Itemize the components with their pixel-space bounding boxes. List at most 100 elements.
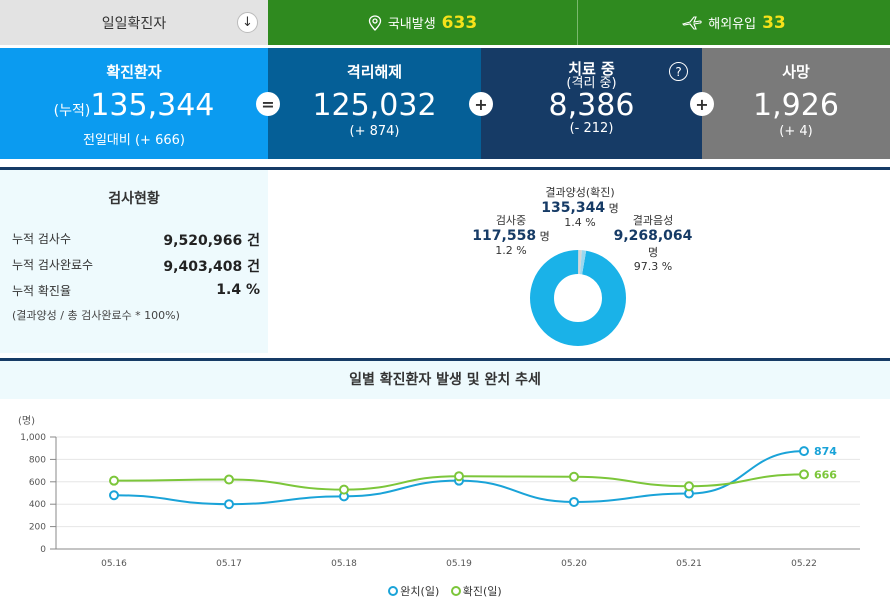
y-tick-label: 400 — [29, 500, 46, 510]
airplane-icon — [682, 15, 702, 30]
test-row-value: 1.4 % — [216, 282, 260, 298]
test-row: 누적 검사완료수 9,403,408 건 — [12, 256, 260, 276]
stat-treating: 치료 중 (격리 중) 8,386 (- 212) ? — [481, 48, 702, 159]
test-row-label: 누적 확진율 — [12, 284, 72, 298]
donut-testing-unit: 명 — [539, 230, 550, 243]
legend-recovered-label: 완치(일) — [400, 585, 440, 598]
y-tick-label: 0 — [40, 545, 46, 555]
legend-confirmed-label: 확진(일) — [462, 585, 502, 598]
stat-confirmed-value: 135,344 — [90, 88, 215, 123]
donut-positive-number: 135,344 — [541, 200, 606, 216]
stat-treating-delta: (- 212) — [569, 121, 614, 136]
x-tick-label: 05.20 — [561, 559, 587, 569]
series-point — [569, 471, 579, 482]
plus-icon: + — [469, 92, 493, 116]
test-status-title: 검사현황 — [108, 191, 160, 207]
donut-label-testing: 검사중 117,558 명 1.2 % — [470, 212, 552, 257]
series-point — [224, 474, 234, 485]
y-axis-unit-label: (명) — [18, 415, 35, 427]
donut-negative-slice — [530, 250, 626, 346]
plus-icon: + — [690, 92, 714, 116]
test-row: 누적 확진율 1.4 % — [12, 282, 260, 299]
test-row-label: 누적 검사수 — [12, 232, 72, 246]
donut-negative-number: 9,268,064 — [613, 228, 693, 244]
stat-treating-value: 8,386 — [548, 88, 635, 123]
map-pin-icon — [368, 14, 381, 31]
x-tick-label: 05.22 — [791, 559, 817, 569]
donut-testing-title: 검사중 — [495, 214, 527, 227]
y-tick-label: 800 — [29, 455, 46, 465]
test-row-value: 9,520,966 건 — [163, 233, 260, 249]
stat-deaths-value: 1,926 — [753, 88, 839, 123]
top-tab-bar: 일일확진자 ↓ 국내발생 633 해외유입 33 — [0, 0, 890, 45]
y-tick-label: 1,000 — [20, 433, 46, 443]
x-tick-label: 05.18 — [331, 559, 357, 569]
test-status-section: 검사현황 누적 검사수 9,520,966 건 누적 검사완료수 9,403,4… — [0, 167, 890, 353]
x-tick-label: 05.16 — [101, 559, 127, 569]
stat-confirmed-prefix: (누적) — [53, 103, 91, 119]
stat-deaths-label: 사망 — [782, 63, 810, 81]
stats-strip: 확진환자 (누적)135,344 전일대비 (+ 666) 격리해제 125,0… — [0, 48, 890, 159]
trend-line-chart: (명) 0 200 400 600 800 1,000 05.16 05.17 05.18 05.1… — [18, 415, 860, 569]
trend-section: 일별 확진환자 발생 및 완치 추세 (명) 0 200 400 600 800 1,000… — [0, 358, 890, 614]
tab-daily-confirmed[interactable]: 일일확진자 ↓ — [0, 0, 268, 45]
donut-testing-number: 117,558 — [472, 228, 537, 244]
trend-title: 일별 확진환자 발생 및 완치 추세 — [0, 361, 890, 399]
arrow-down-icon[interactable]: ↓ — [237, 12, 258, 33]
donut-label-negative: 결과음성 9,268,064 명 97.3 % — [612, 212, 694, 273]
series-point — [224, 499, 234, 510]
test-row: 누적 검사수 9,520,966 건 — [12, 230, 260, 250]
stat-deaths-delta: (+ 4) — [779, 124, 813, 139]
stat-released-label: 격리해제 — [346, 63, 403, 81]
donut-negative-unit: 명 — [647, 246, 659, 259]
stat-confirmed-delta: 전일대비 (+ 666) — [83, 133, 185, 148]
stat-confirmed-label: 확진환자 — [106, 63, 162, 81]
series-point — [339, 484, 349, 495]
series-point — [109, 475, 119, 486]
series-point — [569, 496, 579, 507]
stat-deaths: 사망 1,926 (+ 4) — [702, 48, 890, 159]
stat-treating-label: 치료 중 — [568, 60, 615, 78]
tab-domestic-label: 국내발생 — [387, 17, 436, 32]
legend-item-confirmed[interactable]: 확진(일) — [450, 585, 502, 598]
tab-domestic[interactable]: 국내발생 633 — [268, 0, 578, 45]
equals-icon: = — [256, 92, 280, 116]
test-status-panel: 검사현황 누적 검사수 9,520,966 건 누적 검사완료수 9,403,4… — [0, 170, 268, 353]
test-donut-chart — [530, 250, 626, 346]
stat-treating-label2: (격리 중) — [566, 76, 617, 91]
test-formula-note: (결과양성 / 총 검사완료수 * 100%) — [12, 309, 180, 322]
stat-released-delta: (+ 874) — [349, 124, 400, 139]
test-row-label: 누적 검사완료수 — [12, 258, 94, 272]
tab-domestic-value: 633 — [441, 12, 478, 33]
tab-overseas-value: 33 — [762, 12, 786, 33]
stat-released: 격리해제 125,032 (+ 874) — [268, 48, 481, 159]
x-tick-label: 05.19 — [446, 559, 472, 569]
series-point — [684, 481, 694, 492]
series-point — [799, 469, 809, 480]
series-end-label: 874 — [814, 445, 837, 458]
donut-label-positive: 결과양성(확진) 135,344 명 1.4 % — [532, 184, 628, 229]
series-point — [799, 446, 809, 457]
x-tick-label: 05.17 — [216, 559, 242, 569]
help-icon[interactable]: ? — [669, 62, 688, 81]
series-point — [454, 471, 464, 482]
tab-daily-label: 일일확진자 — [101, 15, 167, 32]
stat-confirmed: 확진환자 (누적)135,344 전일대비 (+ 666) — [0, 48, 268, 159]
legend-item-recovered[interactable]: 완치(일) — [388, 585, 439, 598]
donut-negative-title: 결과음성 — [632, 214, 674, 227]
tab-overseas[interactable]: 해외유입 33 — [578, 0, 890, 45]
donut-positive-pct: 1.4 % — [564, 216, 596, 229]
donut-testing-pct: 1.2 % — [495, 244, 527, 257]
test-row-value: 9,403,408 건 — [163, 259, 260, 275]
donut-positive-title: 결과양성(확진) — [545, 186, 615, 199]
stat-confirmed-value-line: (누적)135,344 — [0, 88, 268, 129]
chart-legend: 완치(일) 확진(일) — [0, 583, 890, 599]
y-tick-label: 600 — [29, 478, 46, 488]
legend-recovered-marker — [388, 586, 399, 596]
tab-overseas-label: 해외유입 — [708, 17, 757, 32]
series-point — [109, 490, 119, 501]
y-tick-label: 200 — [29, 523, 46, 533]
x-tick-label: 05.21 — [676, 559, 702, 569]
donut-positive-unit: 명 — [608, 202, 619, 215]
legend-confirmed-marker — [450, 586, 461, 596]
